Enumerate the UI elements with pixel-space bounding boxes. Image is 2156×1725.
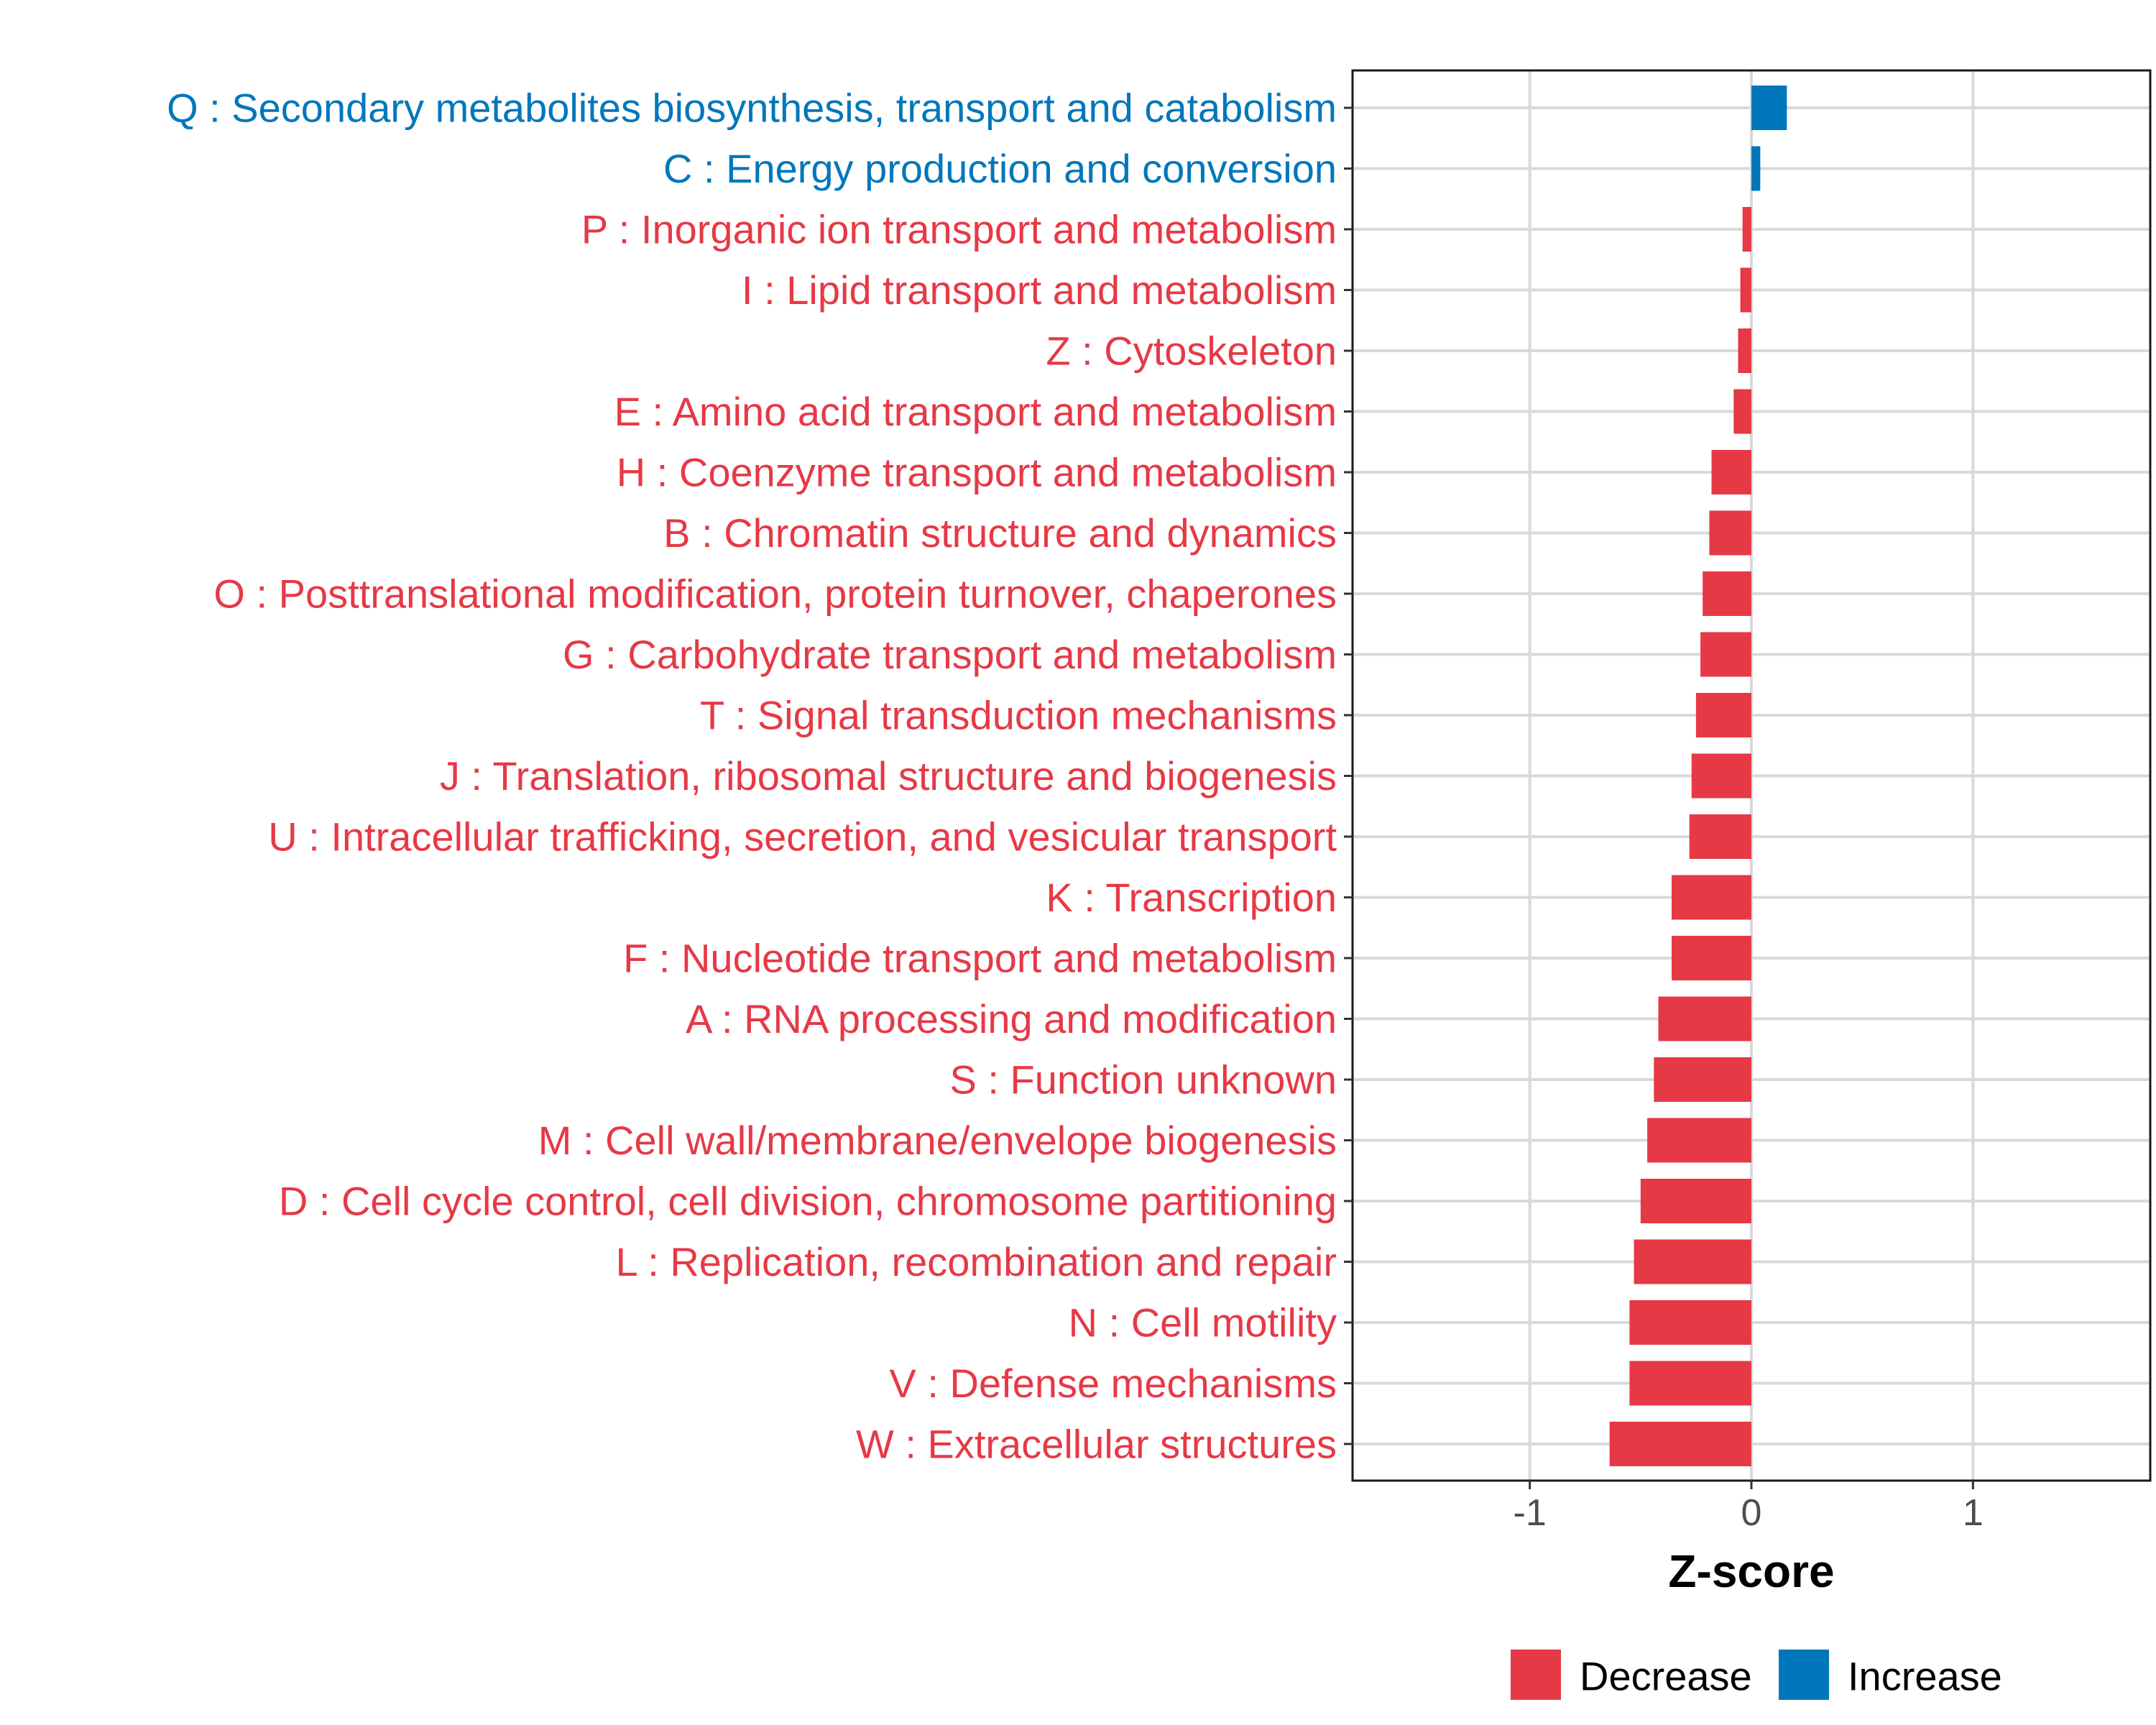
y-tick-label: F : Nucleotide transport and metabolism (623, 936, 1337, 981)
legend-swatch (1779, 1650, 1829, 1700)
legend-swatch (1511, 1650, 1561, 1700)
y-tick-label: B : Chromatin structure and dynamics (663, 510, 1337, 556)
bar (1709, 510, 1751, 556)
bar (1703, 571, 1751, 616)
y-tick-label: T : Signal transduction mechanisms (700, 693, 1337, 738)
bar (1738, 328, 1751, 373)
bar (1647, 1118, 1751, 1163)
y-tick-label: M : Cell wall/membrane/envelope biogenes… (538, 1118, 1337, 1163)
bar (1691, 753, 1751, 799)
y-tick-label: J : Translation, ribosomal structure and… (440, 753, 1337, 799)
y-tick-label: E : Amino acid transport and metabolism (614, 389, 1337, 434)
y-tick-label: A : RNA processing and modification (686, 996, 1337, 1041)
y-tick-label: N : Cell motility (1069, 1300, 1337, 1346)
bar (1742, 207, 1751, 252)
x-axis: -1 0 1 (1514, 1481, 1984, 1534)
y-axis: Q : Secondary metabolites biosynthesis, … (167, 86, 1353, 1467)
y-tick-label: I : Lipid transport and metabolism (742, 267, 1337, 313)
y-tick-label: O : Posttranslational modification, prot… (213, 571, 1337, 617)
bar (1700, 632, 1751, 677)
bar (1634, 1239, 1751, 1284)
y-tick-label: C : Energy production and conversion (663, 146, 1337, 191)
bar (1751, 86, 1787, 130)
bar (1609, 1422, 1751, 1466)
y-tick-label: Q : Secondary metabolites biosynthesis, … (167, 86, 1337, 131)
y-tick-label: P : Inorganic ion transport and metaboli… (581, 207, 1337, 252)
y-tick-label: Z : Cytoskeleton (1046, 328, 1337, 374)
x-tick-label: 0 (1741, 1492, 1762, 1534)
y-tick-label: V : Defense mechanisms (890, 1361, 1337, 1406)
legend-label: Increase (1848, 1654, 2002, 1699)
bar (1672, 936, 1751, 980)
bar (1733, 389, 1751, 434)
legend: Decrease Increase (1511, 1650, 2002, 1700)
bar (1711, 450, 1751, 494)
bar (1672, 875, 1751, 920)
y-tick-label: S : Function unknown (949, 1057, 1337, 1103)
bar (1654, 1057, 1751, 1102)
bars (1609, 86, 1787, 1466)
bar (1629, 1300, 1751, 1345)
y-tick-label: L : Replication, recombination and repai… (616, 1239, 1337, 1284)
bar (1689, 814, 1751, 859)
legend-label: Decrease (1580, 1654, 1752, 1699)
x-axis-title: Z-score (1668, 1545, 1834, 1597)
bar (1658, 996, 1751, 1041)
y-tick-label: H : Coenzyme transport and metabolism (617, 450, 1337, 495)
bar (1751, 146, 1761, 191)
y-tick-label: W : Extracellular structures (856, 1422, 1337, 1467)
bar (1640, 1179, 1751, 1223)
bar (1740, 267, 1751, 313)
y-tick-label: G : Carbohydrate transport and metabolis… (563, 632, 1337, 677)
x-tick-label: 1 (1963, 1492, 1984, 1534)
y-tick-label: D : Cell cycle control, cell division, c… (279, 1179, 1337, 1224)
y-tick-label: U : Intracellular trafficking, secretion… (268, 814, 1337, 860)
y-tick-label: K : Transcription (1046, 875, 1337, 920)
x-tick-label: -1 (1514, 1492, 1547, 1534)
bar (1629, 1361, 1751, 1406)
bar (1695, 693, 1751, 737)
